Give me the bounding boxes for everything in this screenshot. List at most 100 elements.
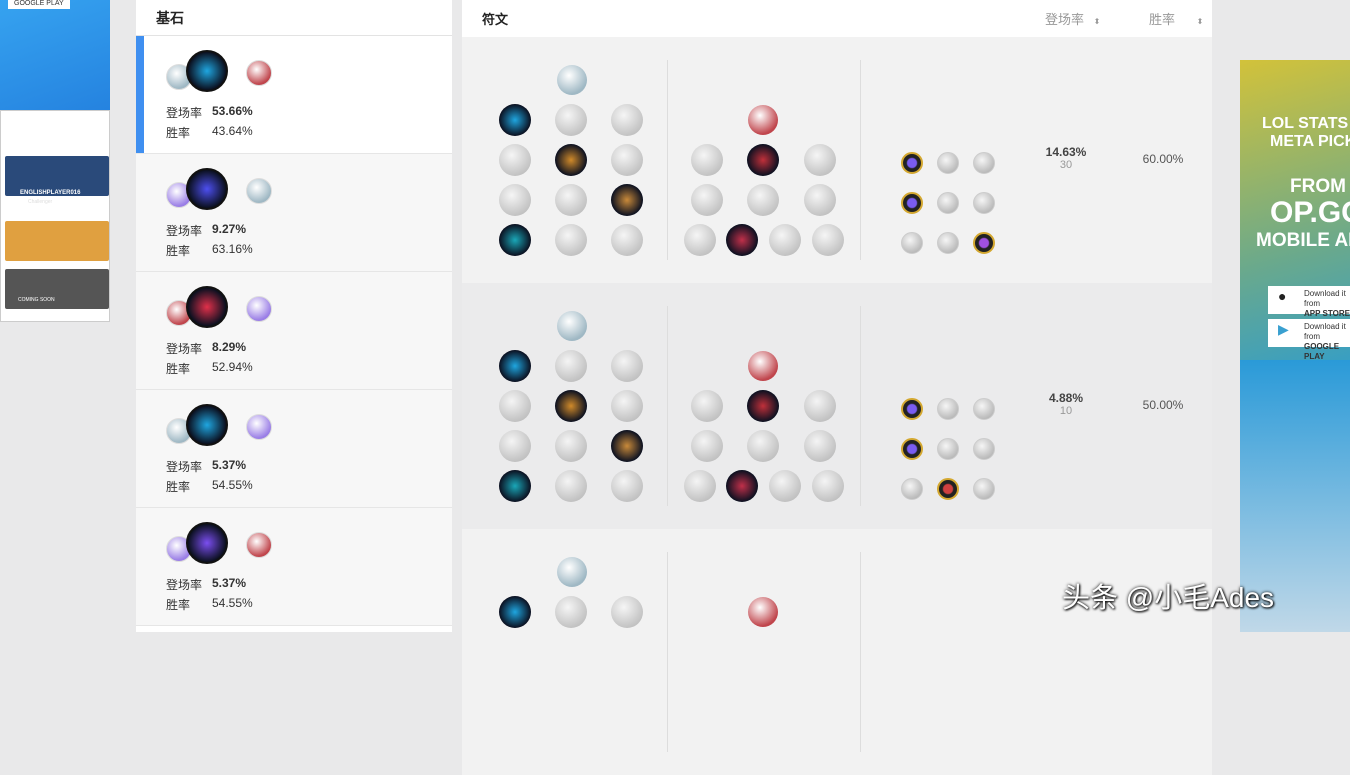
- primary-tree-icon: [557, 311, 587, 341]
- keystone-row[interactable]: 登场率 8.29% 胜率 52.94%: [136, 272, 452, 390]
- stat-shard-icon: [901, 478, 923, 500]
- keystone-row[interactable]: 登场率 9.27% 胜率 63.16%: [136, 154, 452, 272]
- secondary-tree-icon: [246, 60, 272, 86]
- rune-icon: [812, 224, 844, 256]
- rune-icon: [499, 350, 531, 382]
- rune-icon: [611, 596, 643, 628]
- win-col-label: 胜率: [1149, 12, 1176, 27]
- win-rate-value: 54.55%: [212, 596, 253, 610]
- rune-icon: [611, 470, 643, 502]
- stat-shard-icon: [937, 438, 959, 460]
- rune-page-row[interactable]: 14.63% 30 60.00%: [462, 37, 1212, 283]
- right-advertisement[interactable]: LOL STATS META PICK FROM OP.GG MOBILE AP…: [1240, 60, 1350, 632]
- rune-icon: [804, 430, 836, 462]
- stat-shard-icon: [901, 438, 923, 460]
- keystone-row[interactable]: 登场率 5.37% 胜率 54.55%: [136, 508, 452, 626]
- rune-icon: [747, 430, 779, 462]
- rune-icon: [804, 390, 836, 422]
- win-label: 胜率: [166, 598, 191, 612]
- rune-header: 符文 登场率 ⬍ 胜率 ⬍: [462, 0, 1212, 37]
- app-store-button[interactable]: ● Download it from APP STORE: [1268, 286, 1350, 318]
- rune-icon: [611, 184, 643, 216]
- rune-icon: [611, 430, 643, 462]
- rune-icon: [691, 144, 723, 176]
- rune-icon: [611, 224, 643, 256]
- pick-label: 登场率: [166, 342, 203, 356]
- rune-icon: [499, 144, 531, 176]
- apple-icon: ●: [1278, 288, 1287, 304]
- win-rate-value: 54.55%: [212, 478, 253, 492]
- sort-pick-rate[interactable]: 登场率 ⬍: [1045, 9, 1100, 28]
- rune-icon: [555, 224, 587, 256]
- ad-text: LOL STATS: [1262, 115, 1349, 132]
- rune-icon: [747, 184, 779, 216]
- rune-icon: [555, 470, 587, 502]
- rune-icon: [611, 104, 643, 136]
- secondary-tree-icon: [748, 105, 778, 135]
- pick-label: 登场率: [166, 578, 203, 592]
- rune-page-row[interactable]: 4.88% 10 50.00%: [462, 283, 1212, 529]
- store-small: Download it from: [1304, 322, 1346, 341]
- stat-shard-icon: [901, 192, 923, 214]
- ad-coming-soon: COMING SOON: [18, 297, 55, 303]
- stat-shard-icon: [937, 232, 959, 254]
- pick-col-label: 登场率: [1045, 12, 1085, 27]
- win-label: 胜率: [166, 126, 191, 140]
- keystone-header: 基石: [136, 0, 452, 36]
- win-rate-value: 43.64%: [212, 124, 253, 138]
- rune-icon: [769, 470, 801, 502]
- win-label: 胜率: [166, 244, 191, 258]
- ad-tag: GOOGLE PLAY: [8, 0, 70, 9]
- secondary-tree-icon: [246, 178, 272, 204]
- keystone-row[interactable]: 登场率 5.37% 胜率 54.55%: [136, 390, 452, 508]
- ad-banner: [5, 156, 109, 196]
- rune-icon: [726, 224, 758, 256]
- google-play-button[interactable]: ▶ Download it from GOOGLE PLAY: [1268, 319, 1350, 361]
- sort-icon: ⬍: [1196, 17, 1204, 26]
- pick-label: 登场率: [166, 460, 203, 474]
- keystone-row[interactable]: 登场率 53.66% 胜率 43.64%: [136, 36, 452, 154]
- ad-text: MOBILE APP: [1256, 230, 1350, 251]
- pick-rate-cell: 4.88% 10: [1042, 391, 1090, 417]
- stat-shard-icon: [901, 398, 923, 420]
- sort-icon: ⬍: [1093, 17, 1101, 26]
- win-rate: 50.00%: [1142, 398, 1184, 412]
- ad-text: FROM: [1290, 176, 1346, 197]
- watermark: 头条 @小毛Ades: [1062, 582, 1275, 613]
- sort-win-rate[interactable]: 胜率 ⬍: [1149, 9, 1203, 28]
- rune-icon: [611, 390, 643, 422]
- rune-icon: [555, 144, 587, 176]
- rune-icon: [555, 104, 587, 136]
- store-big: APP STORE: [1304, 309, 1350, 318]
- rune-icon: [747, 390, 779, 422]
- rune-icon: [555, 350, 587, 382]
- win-rate-value: 63.16%: [212, 242, 253, 256]
- stat-shard-icon: [901, 152, 923, 174]
- rune-icon: [499, 470, 531, 502]
- win-label: 胜率: [166, 362, 191, 376]
- games-count: 30: [1059, 159, 1073, 171]
- divider: [860, 60, 861, 260]
- secondary-tree-icon: [748, 597, 778, 627]
- divider: [860, 306, 861, 506]
- left-advertisement[interactable]: GOOGLE PLAY ENGLISHPLAYER016 Challenger …: [0, 0, 110, 322]
- games-count: 10: [1059, 405, 1073, 417]
- keystone-icon: [186, 168, 228, 210]
- win-rate-value: 52.94%: [212, 360, 253, 374]
- rune-icon: [499, 596, 531, 628]
- stat-shard-icon: [937, 398, 959, 420]
- rune-icon: [555, 184, 587, 216]
- rune-icon: [555, 596, 587, 628]
- rune-icon: [804, 144, 836, 176]
- keystone-panel: 基石 登场率 53.66% 胜率 43.64% 登场率 9.27% 胜率 63.16% 登场率 8…: [136, 0, 452, 632]
- pick-rate: 14.63%: [1045, 145, 1087, 159]
- ad-text: OP.GG: [1270, 196, 1350, 229]
- rune-page-row[interactable]: [462, 529, 1212, 775]
- rune-icon: [499, 104, 531, 136]
- ad-banner: [5, 221, 109, 261]
- rune-icon: [555, 430, 587, 462]
- rune-icon: [611, 350, 643, 382]
- pick-rate-value: 5.37%: [212, 458, 247, 472]
- rune-icon: [684, 224, 716, 256]
- pick-rate-cell: 14.63% 30: [1042, 145, 1090, 171]
